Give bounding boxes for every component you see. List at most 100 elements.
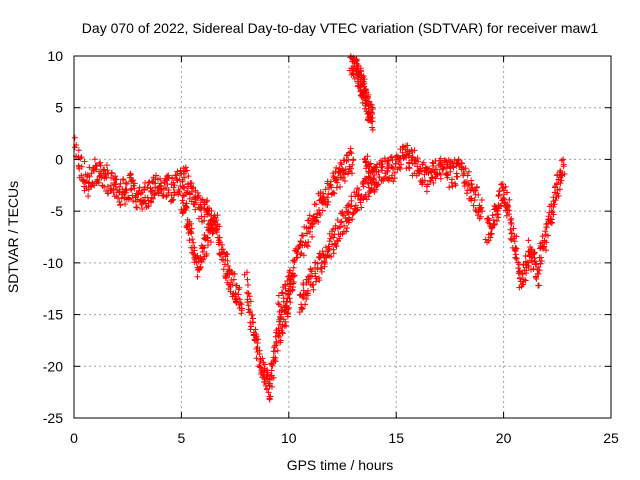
- data-point: [170, 197, 177, 204]
- data-point: [284, 295, 291, 302]
- data-point: [420, 159, 427, 166]
- data-point: [338, 218, 345, 225]
- data-point: [244, 299, 251, 306]
- data-point: [117, 180, 124, 187]
- data-point: [78, 163, 85, 170]
- data-point: [75, 147, 82, 154]
- data-point: [141, 186, 148, 193]
- data-point: [508, 220, 515, 227]
- data-point: [248, 323, 255, 330]
- data-point: [95, 179, 102, 186]
- data-point: [293, 254, 300, 261]
- data-point: [462, 165, 469, 172]
- data-point: [122, 200, 129, 207]
- data-point: [454, 173, 461, 180]
- data-point: [311, 264, 318, 271]
- data-point: [446, 184, 453, 191]
- data-point: [110, 189, 117, 196]
- data-point: [192, 206, 199, 213]
- y-tick-label: -25: [43, 410, 63, 426]
- data-point: [204, 224, 211, 231]
- data-point: [336, 235, 343, 242]
- data-point: [273, 342, 280, 349]
- x-tick-label: 10: [281, 430, 297, 446]
- data-point: [210, 228, 217, 235]
- data-point: [288, 274, 295, 281]
- data-point: [256, 362, 263, 369]
- data-point: [557, 180, 564, 187]
- data-point: [323, 254, 330, 261]
- data-point: [391, 175, 398, 182]
- data-point: [194, 273, 201, 280]
- data-point: [439, 165, 446, 172]
- data-point: [427, 178, 434, 185]
- data-point: [286, 269, 293, 276]
- y-tick-label: -5: [51, 203, 64, 219]
- data-point: [133, 204, 140, 211]
- data-point: [179, 210, 186, 217]
- data-point: [550, 211, 557, 218]
- data-point: [214, 221, 221, 228]
- y-tick-label: 10: [47, 48, 63, 64]
- x-tick-labels: 0 5 10 15 20 25: [70, 430, 619, 446]
- data-point: [333, 184, 340, 191]
- data-point: [464, 172, 471, 179]
- data-point: [350, 156, 357, 163]
- data-point: [495, 205, 502, 212]
- data-point: [343, 228, 350, 235]
- data-point: [548, 216, 555, 223]
- data-point: [556, 186, 563, 193]
- data-point: [397, 161, 404, 168]
- data-point: [530, 265, 537, 272]
- data-point: [536, 267, 543, 274]
- data-point: [349, 211, 356, 218]
- data-point: [333, 164, 340, 171]
- data-point: [237, 300, 244, 307]
- data-point: [350, 210, 357, 217]
- data-point: [304, 217, 311, 224]
- data-point: [479, 208, 486, 215]
- data-point: [364, 153, 371, 160]
- data-point: [558, 177, 565, 184]
- data-point: [283, 322, 290, 329]
- data-point: [153, 172, 160, 179]
- data-point: [318, 197, 325, 204]
- data-point: [216, 234, 223, 241]
- data-point: [349, 161, 356, 168]
- data-point: [233, 282, 240, 289]
- data-point: [269, 362, 276, 369]
- data-point: [231, 293, 238, 300]
- x-tick-label: 15: [388, 430, 404, 446]
- data-point: [307, 228, 314, 235]
- data-point: [366, 174, 373, 181]
- data-point: [523, 270, 530, 277]
- data-point: [453, 170, 460, 177]
- data-point: [85, 193, 92, 200]
- data-point: [310, 286, 317, 293]
- data-point: [190, 201, 197, 208]
- data-point: [297, 251, 304, 258]
- data-point: [314, 266, 321, 273]
- data-point: [264, 371, 271, 378]
- data-point: [389, 156, 396, 163]
- data-point: [539, 233, 546, 240]
- data-point: [507, 226, 514, 233]
- data-point: [248, 311, 255, 318]
- data-point: [182, 164, 189, 171]
- data-point: [512, 251, 519, 258]
- data-point: [266, 393, 273, 400]
- data-point: [290, 264, 297, 271]
- data-point: [537, 254, 544, 261]
- data-point: [134, 196, 141, 203]
- data-point: [497, 203, 504, 210]
- data-point: [322, 186, 329, 193]
- data-point: [144, 184, 151, 191]
- data-point: [552, 197, 559, 204]
- data-point: [199, 249, 206, 256]
- data-point: [191, 244, 198, 251]
- data-point: [170, 179, 177, 186]
- data-point: [309, 223, 316, 230]
- data-point: [275, 292, 282, 299]
- data-point: [283, 298, 290, 305]
